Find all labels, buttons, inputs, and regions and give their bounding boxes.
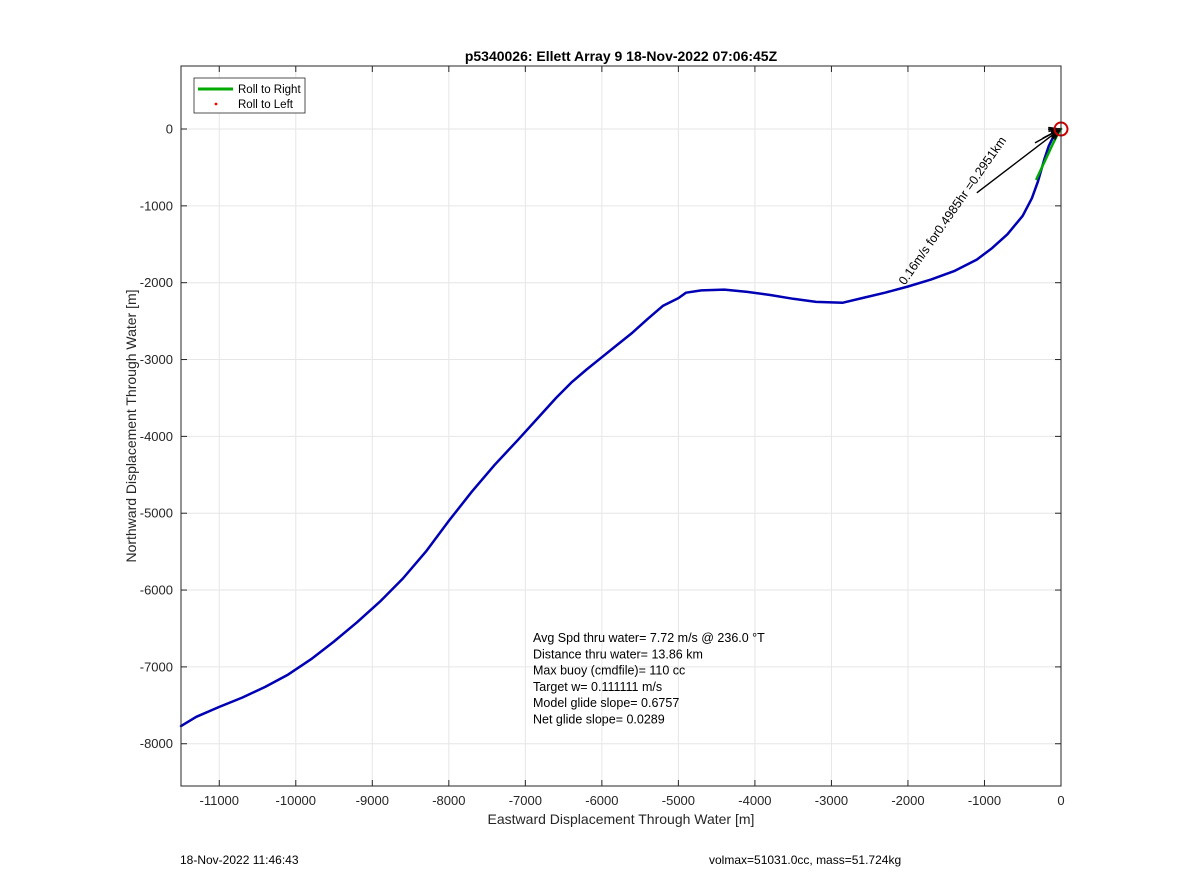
x-tick-label: -11000 xyxy=(200,793,240,808)
x-tick-label: -7000 xyxy=(509,793,542,808)
x-tick-label: -2000 xyxy=(891,793,924,808)
annotation-line: Model glide slope= 0.6757 xyxy=(533,696,679,710)
legend: Roll to Right Roll to Left xyxy=(193,77,306,114)
x-tick-label: -5000 xyxy=(662,793,695,808)
x-tick-label: -3000 xyxy=(815,793,848,808)
chart-title: p5340026: Ellett Array 9 18-Nov-2022 07:… xyxy=(465,48,778,64)
x-tick-label: -4000 xyxy=(738,793,771,808)
y-tick-label: -5000 xyxy=(140,506,173,521)
x-tick-label: 0 xyxy=(1057,793,1064,808)
y-tick-label: -3000 xyxy=(140,352,173,367)
y-tick-label: -4000 xyxy=(140,429,173,444)
grid-layer xyxy=(181,66,1062,786)
x-tick-label: -6000 xyxy=(585,793,618,808)
y-tick-label: -1000 xyxy=(140,198,173,213)
series-line-roll-right xyxy=(1035,127,1063,181)
x-axis-label: Eastward Displacement Through Water [m] xyxy=(488,811,755,827)
tick-layer: -11000 -10000 -9000 -8000 -7000 -6000 -5000 -40… xyxy=(140,66,1065,808)
annotation-line: Max buoy (cmdfile)= 110 cc xyxy=(533,664,685,678)
annotation-line: Avg Spd thru water= 7.72 m/s @ 236.0 °T xyxy=(533,631,765,645)
legend-swatch-roll-left xyxy=(214,102,218,106)
legend-box xyxy=(193,77,306,114)
annotation-line: Net glide slope= 0.0289 xyxy=(533,713,665,727)
y-tick-label: -2000 xyxy=(140,275,173,290)
annotation-line: Target w= 0.111111 m/s xyxy=(533,680,662,694)
current-arrow-label: 0.16m/s for0.4985hr =0.2951km xyxy=(896,134,1009,287)
legend-label-roll-right: Roll to Right xyxy=(238,84,301,96)
x-tick-label: -9000 xyxy=(356,793,389,808)
x-tick-label: -8000 xyxy=(432,793,465,808)
y-tick-label: -6000 xyxy=(140,583,173,598)
legend-label-roll-left: Roll to Left xyxy=(238,99,294,111)
y-axis-label: Northward Displacement Through Water [m] xyxy=(123,289,139,562)
y-tick-label: 0 xyxy=(166,122,173,137)
x-tick-label: -1000 xyxy=(968,793,1001,808)
y-tick-label: -7000 xyxy=(140,659,173,674)
annotation-block: Avg Spd thru water= 7.72 m/s @ 236.0 °T D… xyxy=(533,631,765,727)
footer-timestamp: 18-Nov-2022 11:46:43 xyxy=(180,853,299,867)
footer-volmax-mass: volmax=51031.0cc, mass=51.724kg xyxy=(709,853,902,867)
y-tick-label: -8000 xyxy=(140,736,173,751)
plot-frame xyxy=(180,65,1062,787)
annotation-line: Distance thru water= 13.86 km xyxy=(533,647,703,661)
x-tick-label: -10000 xyxy=(276,793,316,808)
current-arrow-shaft xyxy=(976,128,1061,194)
series-line-track xyxy=(179,127,1063,728)
